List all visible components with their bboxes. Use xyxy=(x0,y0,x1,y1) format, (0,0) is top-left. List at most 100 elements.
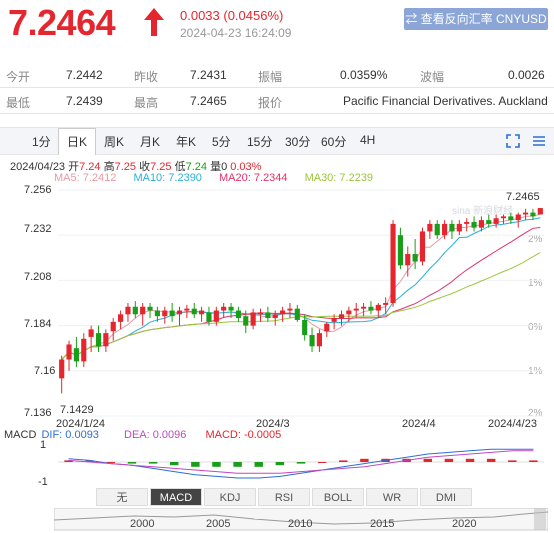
stat-label: 振幅 xyxy=(258,70,283,84)
ma20-label: MA20: 7.2344 xyxy=(219,172,288,184)
tab-weekly-k[interactable]: 周K xyxy=(104,135,125,149)
candle xyxy=(184,304,190,319)
candle xyxy=(280,306,286,322)
open-label: 开 xyxy=(68,161,80,173)
price-tick: 7.256 xyxy=(24,184,52,196)
range-handle[interactable] xyxy=(534,508,546,530)
candle-body xyxy=(449,223,455,232)
overview-range-selector[interactable] xyxy=(54,508,548,532)
candle-body xyxy=(66,344,72,360)
candle xyxy=(375,303,381,319)
candle-body xyxy=(302,319,308,336)
macd-bar xyxy=(508,460,517,462)
candle-body xyxy=(199,310,205,315)
candle xyxy=(397,227,403,270)
candle-body xyxy=(523,212,529,215)
candle xyxy=(331,314,337,330)
candle-body xyxy=(125,306,131,315)
candle xyxy=(412,238,418,270)
candle-body xyxy=(235,310,241,319)
year-tick: 2020 xyxy=(452,518,477,530)
candle xyxy=(361,303,367,317)
up-arrow-icon xyxy=(144,8,164,36)
macd-bar xyxy=(360,458,369,462)
indicator-boll[interactable]: BOLL xyxy=(312,488,364,506)
indicator-kdj[interactable]: KDJ xyxy=(204,488,256,506)
candle-body xyxy=(147,306,153,311)
dif-line xyxy=(68,448,534,479)
close-value: 7.25 xyxy=(150,161,172,173)
price-tick: 7.232 xyxy=(24,223,52,235)
tab-1min[interactable]: 1分 xyxy=(32,135,51,149)
macd-bar xyxy=(296,462,306,464)
ma20-line xyxy=(61,227,541,360)
candle xyxy=(449,220,455,239)
candle xyxy=(427,220,433,239)
candle-body xyxy=(537,208,543,215)
candle xyxy=(346,306,352,322)
macd-bar xyxy=(106,462,116,463)
candlestick-chart[interactable]: sina 新浪财经 7.2465 7.1429 xyxy=(0,180,554,420)
date-tick: 2024/1/24 xyxy=(56,418,105,430)
macd-bar xyxy=(486,458,496,462)
candle xyxy=(206,306,212,326)
candle-body xyxy=(132,306,138,315)
ohlc-info: 2024/04/23 开7.24 高7.25 收7.25 低7.24 量0 0.… xyxy=(10,158,261,174)
indicator-macd[interactable]: MACD xyxy=(150,488,202,506)
tab-60min[interactable]: 60分 xyxy=(321,135,347,149)
candle-body xyxy=(73,348,79,362)
ma10-label: MA10: 7.2390 xyxy=(133,172,202,184)
candle-body xyxy=(464,222,470,224)
indicator-wr[interactable]: WR xyxy=(366,488,418,506)
indicator-none[interactable]: 无 xyxy=(96,488,148,506)
indicator-switcher: 无 MACD KDJ RSI BOLL WR DMI xyxy=(54,488,544,506)
indicator-dmi[interactable]: DMI xyxy=(420,488,472,506)
candle-body xyxy=(257,312,264,315)
candle-body xyxy=(88,329,94,337)
candle-body xyxy=(118,314,124,322)
ma-legend: MA5: 7.2412 MA10: 7.2390 MA20: 7.2344 MA… xyxy=(54,172,387,184)
candle xyxy=(95,325,102,352)
candle xyxy=(73,336,79,368)
max-price-mark: 7.2465 xyxy=(506,191,540,203)
candle xyxy=(434,220,440,239)
tab-monthly-k[interactable]: 月K xyxy=(140,135,161,149)
candle-body xyxy=(309,335,315,347)
fullscreen-icon[interactable] xyxy=(506,134,520,148)
candle-body xyxy=(383,303,389,305)
candle-body xyxy=(59,359,65,379)
ma30-label: MA30: 7.2239 xyxy=(304,172,374,184)
tab-15min[interactable]: 15分 xyxy=(247,135,273,149)
reverse-rate-button[interactable]: ⇄ 查看反向汇率 CNYUSD xyxy=(404,8,548,30)
candle-body xyxy=(176,310,183,315)
candle-body xyxy=(412,254,418,262)
price-tick: 7.184 xyxy=(24,318,52,330)
candle xyxy=(530,208,536,221)
tab-30min[interactable]: 30分 xyxy=(285,135,311,149)
tab-4h[interactable]: 4H xyxy=(360,133,376,147)
stat-value: 0.0359% xyxy=(340,68,388,82)
stat-label: 今开 xyxy=(6,70,31,84)
menu-icon[interactable] xyxy=(532,134,546,148)
indicator-rsi[interactable]: RSI xyxy=(258,488,310,506)
stats-row-2: 最低 7.2439 最高 7.2465 报价 Pacific Financial… xyxy=(0,88,554,114)
price-change: 0.0033 (0.0456%) xyxy=(180,8,284,23)
candle-body xyxy=(338,314,345,319)
candle-body xyxy=(493,218,499,224)
tab-5min[interactable]: 5分 xyxy=(212,135,231,149)
tab-yearly-k[interactable]: 年K xyxy=(176,135,197,149)
ma30-line xyxy=(61,252,541,360)
candle-body xyxy=(353,308,359,311)
candle-body xyxy=(456,223,462,232)
candle xyxy=(81,333,87,368)
candle xyxy=(302,314,308,341)
candle-body xyxy=(427,223,433,232)
stat-value: 7.2465 xyxy=(190,94,227,108)
candle-body xyxy=(361,306,367,309)
macd-bar xyxy=(169,462,179,466)
stat-value: 7.2442 xyxy=(66,68,103,82)
price-tick: 7.208 xyxy=(24,271,52,283)
candle xyxy=(419,227,426,266)
stat-label: 最低 xyxy=(6,96,31,110)
tab-daily-k[interactable]: 日K xyxy=(58,128,97,155)
